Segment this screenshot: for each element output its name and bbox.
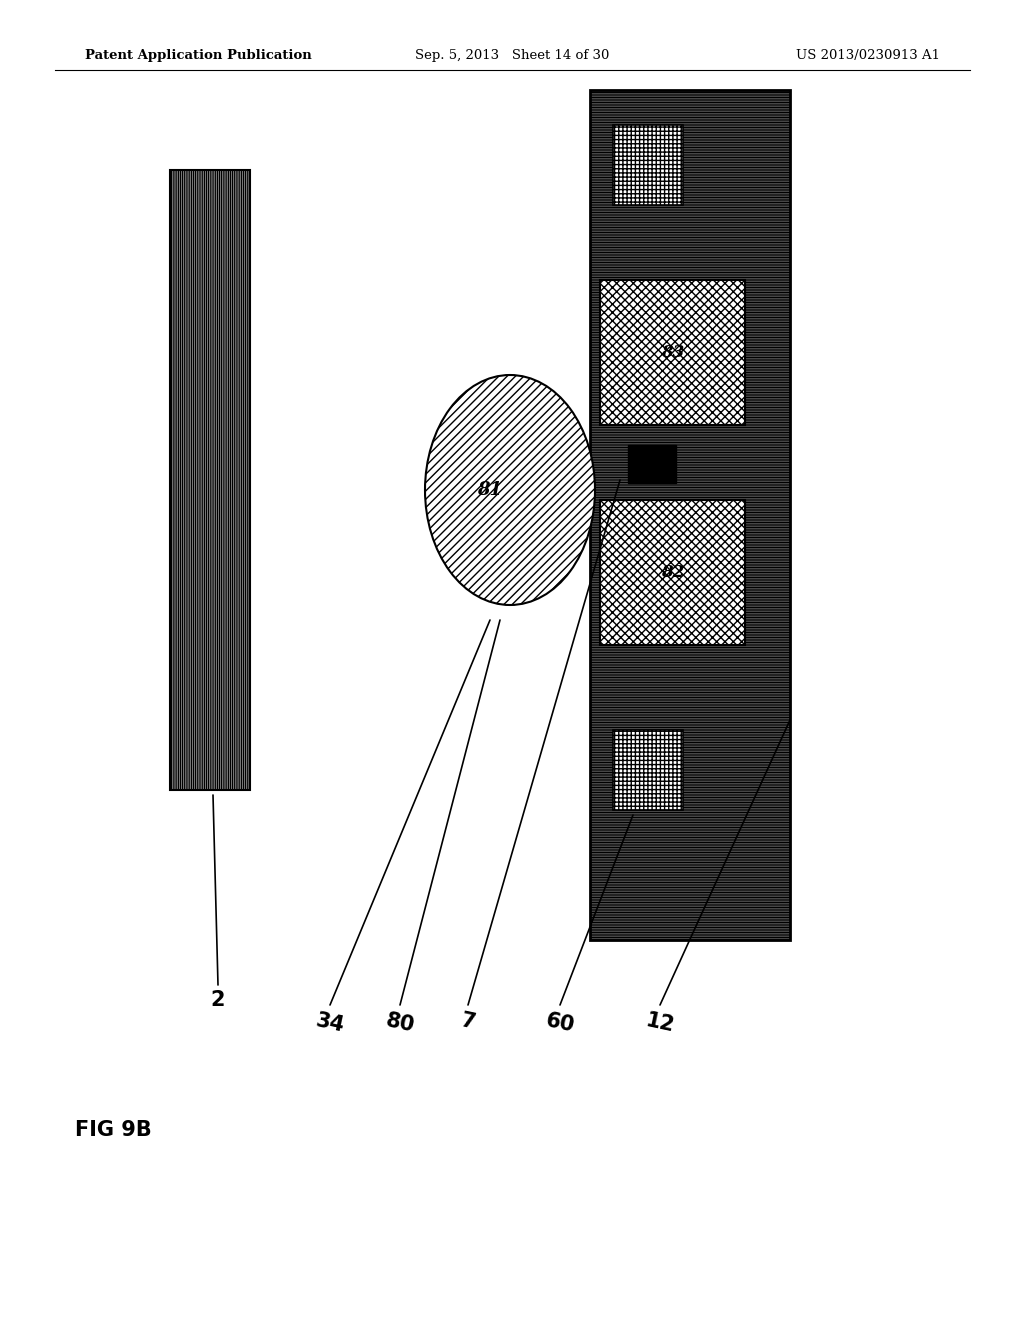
- Text: 34: 34: [313, 1010, 346, 1036]
- Bar: [613, 125, 683, 205]
- Text: 60: 60: [544, 1010, 577, 1036]
- Bar: [613, 730, 683, 810]
- Bar: [600, 500, 745, 645]
- Text: 7: 7: [459, 1010, 477, 1032]
- Ellipse shape: [425, 375, 595, 605]
- Text: 83: 83: [660, 345, 684, 360]
- Text: 2: 2: [211, 990, 225, 1010]
- Text: 81: 81: [477, 480, 503, 499]
- Bar: [590, 90, 790, 940]
- Bar: [628, 445, 676, 483]
- Bar: [170, 170, 250, 789]
- Text: Sep. 5, 2013   Sheet 14 of 30: Sep. 5, 2013 Sheet 14 of 30: [415, 49, 609, 62]
- Text: 80: 80: [384, 1010, 417, 1036]
- Text: 82: 82: [660, 564, 684, 581]
- Text: FIG 9B: FIG 9B: [75, 1119, 152, 1140]
- Bar: [600, 280, 745, 425]
- Text: Patent Application Publication: Patent Application Publication: [85, 49, 311, 62]
- Text: 12: 12: [644, 1010, 676, 1036]
- Text: US 2013/0230913 A1: US 2013/0230913 A1: [796, 49, 940, 62]
